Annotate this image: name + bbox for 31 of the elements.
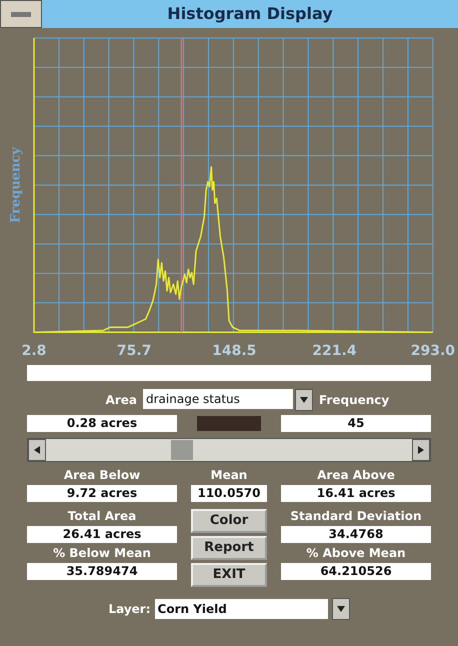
text: % Above Mean <box>305 546 407 560</box>
y-axis-title: Frequency <box>8 146 24 224</box>
text: 110.0570 <box>191 485 267 502</box>
x-tick-label: 2.8 <box>22 343 46 360</box>
x-tick-label: 221.4 <box>312 343 357 360</box>
text: Layer: <box>108 602 151 616</box>
text: 35.789474 <box>27 563 177 580</box>
text: Standard Deviation <box>289 509 423 523</box>
text: Corn Yield <box>154 599 328 619</box>
text: 0.28 acres <box>27 415 177 432</box>
text: 64.210526 <box>281 563 431 580</box>
x-tick-label: 293.0 <box>410 343 456 360</box>
text: 26.41 acres <box>27 526 177 543</box>
text: Area <box>104 393 137 407</box>
text: Color <box>191 509 267 533</box>
text: Report <box>191 536 267 560</box>
x-tick-label: 75.7 <box>116 343 152 360</box>
text: EXIT <box>191 563 267 587</box>
text: Area Below <box>62 468 142 482</box>
text: 9.72 acres <box>27 485 177 502</box>
text: drainage status <box>143 389 293 409</box>
text: 45 <box>281 415 431 432</box>
text: Area Above <box>316 468 396 482</box>
text: Total Area <box>66 509 138 523</box>
text: 16.41 acres <box>281 485 431 502</box>
text: Frequency <box>319 393 390 407</box>
chart-title: Histogram Display <box>166 3 334 25</box>
x-tick-label: 148.5 <box>212 343 256 360</box>
text: % Below Mean <box>52 546 152 560</box>
text: 34.4768 <box>281 526 431 543</box>
text: Mean <box>210 468 248 482</box>
